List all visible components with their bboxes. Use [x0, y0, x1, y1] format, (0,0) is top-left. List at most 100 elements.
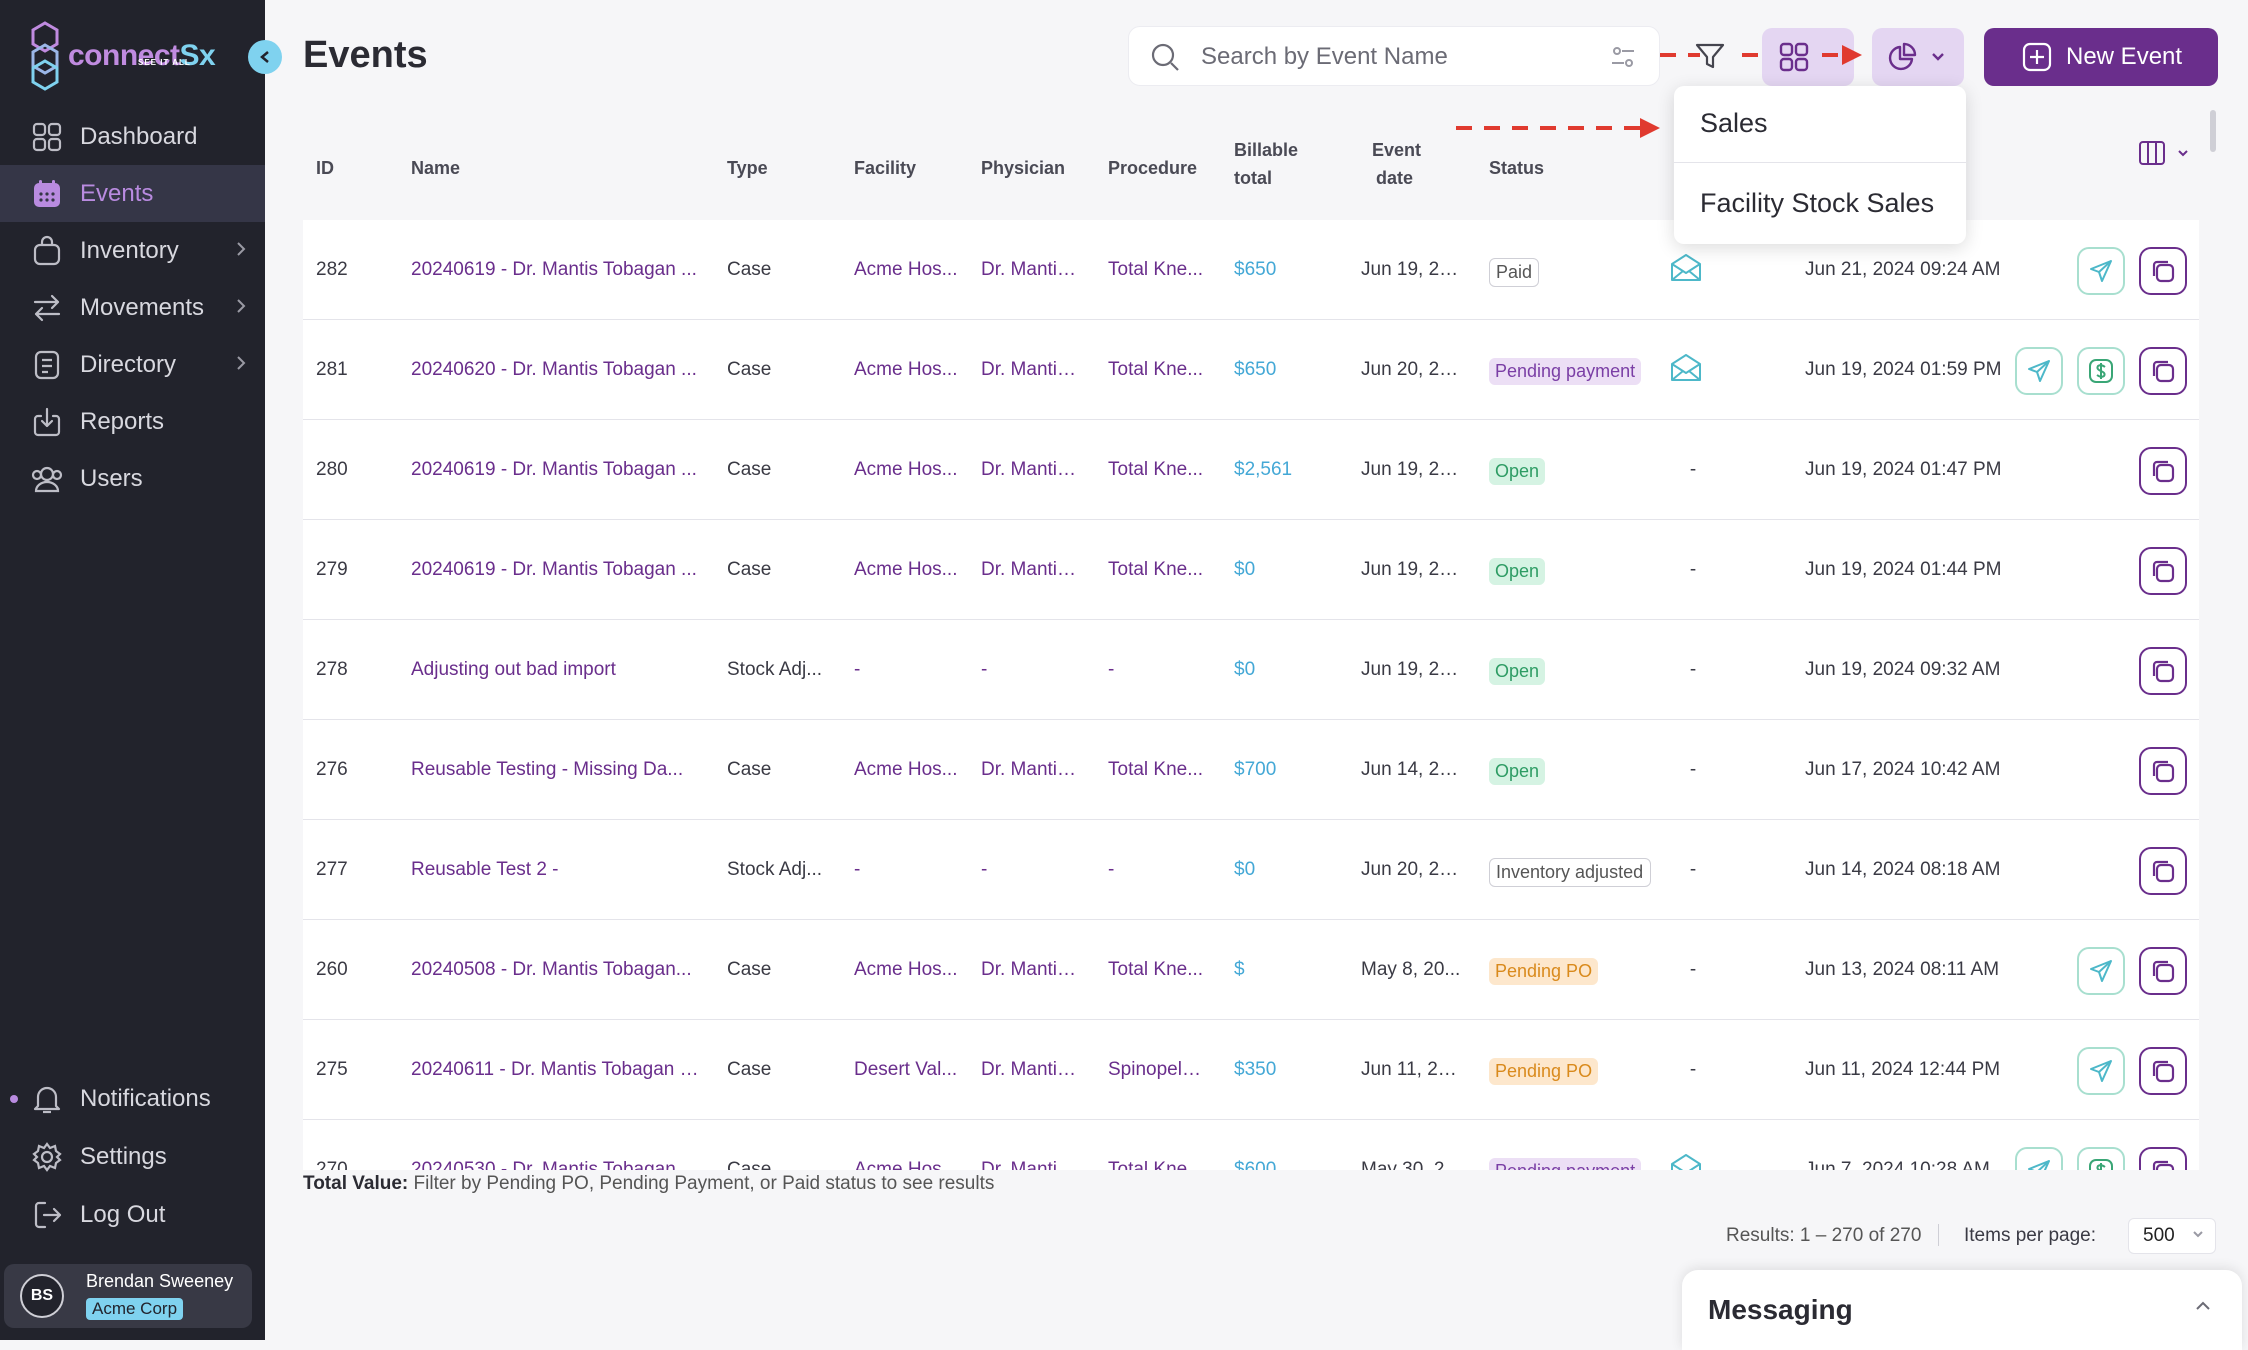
cell-physician[interactable]: Dr. Mantis ...	[981, 759, 1085, 780]
cell-name-link[interactable]: 20240508 - Dr. Mantis Tobagan...	[411, 959, 692, 980]
cell-physician[interactable]: Dr. Mantis ...	[981, 559, 1085, 580]
sidebar-item-notifications[interactable]: Notifications	[0, 1070, 265, 1128]
cell-physician[interactable]: Dr. Mantis ...	[981, 959, 1085, 980]
header-billable-line2[interactable]: total	[1234, 168, 1272, 188]
cell-billable-total[interactable]: $650	[1234, 359, 1277, 380]
cell-name-link[interactable]: 20240620 - Dr. Mantis Tobagan ...	[411, 359, 697, 380]
cell-name-link[interactable]: 20240619 - Dr. Mantis Tobagan ...	[411, 259, 697, 280]
header-billable-line1[interactable]: Billable	[1234, 140, 1299, 160]
cell-billable-total[interactable]: $600	[1234, 1159, 1277, 1170]
cell-procedure[interactable]: Total Kne...	[1108, 359, 1204, 380]
header-status[interactable]: Status	[1489, 158, 1545, 178]
cell-facility[interactable]: Desert Val...	[854, 1059, 958, 1080]
copy-event-button[interactable]	[2139, 647, 2187, 695]
cell-name-link[interactable]: Reusable Test 2 -	[411, 859, 559, 880]
send-button[interactable]	[2077, 1047, 2125, 1095]
header-facility[interactable]: Facility	[854, 158, 917, 178]
copy-event-button[interactable]	[2139, 747, 2187, 795]
table-row[interactable]: 281 20240620 - Dr. Mantis Tobagan ... Case…	[303, 320, 2199, 420]
table-row[interactable]: 279 20240619 - Dr. Mantis Tobagan ... Case…	[303, 520, 2199, 620]
cell-procedure[interactable]: Total Kne...	[1108, 559, 1204, 580]
table-row[interactable]: 277 Reusable Test 2 - Stock Adj... - - - $0 Jun…	[303, 820, 2199, 920]
cell-facility[interactable]: Acme Hos...	[854, 459, 958, 480]
table-row[interactable]: 260 20240508 - Dr. Mantis Tobagan... Case A…	[303, 920, 2199, 1020]
sidebar-item-settings[interactable]: Settings	[0, 1128, 265, 1186]
cell-billable-total[interactable]: $	[1234, 959, 1245, 980]
table-row[interactable]: 270 20240530 - Dr. Mantis Tobagan ... Case…	[303, 1120, 2199, 1170]
cell-billable-total[interactable]: $2,561	[1234, 459, 1293, 480]
filter-button[interactable]	[1688, 34, 1732, 78]
sidebar-item-movements[interactable]: Movements	[0, 279, 265, 336]
messaging-panel[interactable]: Messaging	[1682, 1270, 2242, 1350]
copy-event-button[interactable]	[2139, 447, 2187, 495]
cell-name-link[interactable]: 20240619 - Dr. Mantis Tobagan ...	[411, 559, 697, 580]
sidebar-item-directory[interactable]: Directory	[0, 336, 265, 393]
cell-physician[interactable]: Dr. Mantis ...	[981, 259, 1085, 280]
table-scrollbar[interactable]	[2210, 110, 2216, 152]
cell-billable-total[interactable]: $0	[1234, 659, 1256, 680]
mail-opened-icon[interactable]	[1669, 1152, 1703, 1170]
send-button[interactable]	[2015, 1147, 2063, 1170]
cell-billable-total[interactable]: $700	[1234, 759, 1277, 780]
cell-name-link[interactable]: 20240530 - Dr. Mantis Tobagan ...	[411, 1159, 697, 1170]
cell-physician[interactable]: Dr. Mantis ...	[981, 1059, 1085, 1080]
table-row[interactable]: 276 Reusable Testing - Missing Da... Case A…	[303, 720, 2199, 820]
copy-event-button[interactable]	[2139, 547, 2187, 595]
copy-event-button[interactable]	[2139, 1047, 2187, 1095]
chevron-up-icon[interactable]	[2194, 1300, 2212, 1312]
cell-procedure[interactable]: Total Kne...	[1108, 459, 1204, 480]
sidebar-item-events[interactable]: Events	[0, 165, 265, 222]
cell-facility[interactable]: Acme Hos...	[854, 559, 958, 580]
copy-event-button[interactable]	[2139, 1147, 2187, 1170]
sidebar-item-reports[interactable]: Reports	[0, 393, 265, 450]
cell-procedure[interactable]: Total Kne...	[1108, 759, 1204, 780]
cell-name-link[interactable]: 20240611 - Dr. Mantis Tobagan -...	[411, 1059, 701, 1080]
items-per-page-select[interactable]: 500	[2128, 1218, 2216, 1254]
sidebar-item-users[interactable]: Users	[0, 450, 265, 507]
cell-procedure[interactable]: Total Kne...	[1108, 959, 1204, 980]
copy-event-button[interactable]	[2139, 847, 2187, 895]
header-physician[interactable]: Physician	[981, 158, 1066, 178]
mail-opened-icon[interactable]	[1669, 352, 1703, 384]
copy-event-button[interactable]	[2139, 947, 2187, 995]
table-row[interactable]: 278 Adjusting out bad import Stock Adj... -…	[303, 620, 2199, 720]
mark-paid-button[interactable]	[2077, 347, 2125, 395]
header-id[interactable]: ID	[316, 158, 334, 178]
column-settings-button[interactable]	[2138, 140, 2190, 166]
header-event-date-line1[interactable]: Event	[1372, 140, 1422, 160]
cell-facility[interactable]: Acme Hos...	[854, 259, 958, 280]
cell-procedure[interactable]: Spinopelvi...	[1108, 1059, 1208, 1080]
menu-item-sales[interactable]: Sales	[1700, 108, 1768, 138]
sidebar-collapse-button[interactable]	[248, 40, 282, 74]
sidebar-item-dashboard[interactable]: Dashboard	[0, 108, 265, 165]
cell-physician[interactable]: Dr. Mantis ...	[981, 1159, 1085, 1170]
header-type[interactable]: Type	[727, 158, 768, 178]
cell-name-link[interactable]: Reusable Testing - Missing Da...	[411, 759, 684, 780]
new-event-button[interactable]: New Event	[1984, 28, 2218, 86]
cell-name-link[interactable]: 20240619 - Dr. Mantis Tobagan ...	[411, 459, 697, 480]
table-row[interactable]: 280 20240619 - Dr. Mantis Tobagan ... Case…	[303, 420, 2199, 520]
cell-facility[interactable]: Acme Hos...	[854, 759, 958, 780]
cell-facility[interactable]: Acme Hos...	[854, 959, 958, 980]
cell-billable-total[interactable]: $650	[1234, 259, 1277, 280]
cell-procedure[interactable]: Total Kne...	[1108, 259, 1204, 280]
cell-facility[interactable]: Acme Hos...	[854, 1159, 958, 1170]
header-event-date-line2[interactable]: date	[1376, 168, 1414, 188]
cell-procedure[interactable]: Total Kne...	[1108, 1159, 1204, 1170]
reports-menu-button[interactable]	[1872, 28, 1964, 86]
cell-physician[interactable]: Dr. Mantis ...	[981, 459, 1085, 480]
user-card[interactable]: BS Brendan Sweeney Acme Corp	[4, 1264, 252, 1328]
cell-billable-total[interactable]: $0	[1234, 859, 1256, 880]
search-input[interactable]	[1201, 37, 1581, 77]
sidebar-item-inventory[interactable]: Inventory	[0, 222, 265, 279]
table-row[interactable]: 282 20240619 - Dr. Mantis Tobagan ... Case…	[303, 220, 2199, 320]
header-name[interactable]: Name	[411, 158, 461, 178]
cell-facility[interactable]: Acme Hos...	[854, 359, 958, 380]
mail-opened-icon[interactable]	[1669, 252, 1703, 284]
table-row[interactable]: 275 20240611 - Dr. Mantis Tobagan -... Cas…	[303, 1020, 2199, 1120]
mail-status[interactable]	[1669, 1152, 1703, 1170]
sidebar-item-logout[interactable]: Log Out	[0, 1186, 265, 1244]
mark-paid-button[interactable]	[2077, 1147, 2125, 1170]
send-button[interactable]	[2077, 247, 2125, 295]
cell-name-link[interactable]: Adjusting out bad import	[411, 659, 616, 680]
